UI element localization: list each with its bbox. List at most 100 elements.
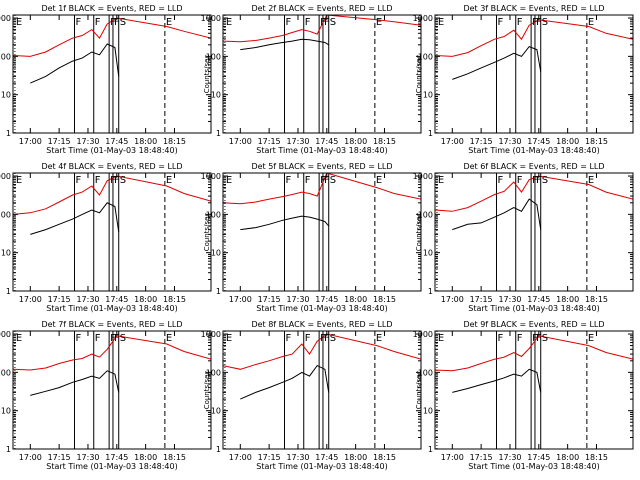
plot-area (435, 173, 633, 291)
marker-label: E (376, 175, 382, 186)
x-tick-label: 17:00 (19, 453, 42, 462)
marker-label: F (114, 17, 120, 28)
y-tick-label: 100 (206, 52, 221, 61)
x-tick-label: 18:15 (373, 295, 396, 304)
x-tick-label: 18:00 (556, 295, 579, 304)
marker-label: F (536, 17, 542, 28)
x-tick-label: 18:15 (585, 453, 608, 462)
y-tick-label: 1 (216, 129, 221, 138)
x-axis-label: Start Time (01-May-03 18:48:40) (256, 304, 387, 313)
marker-label: F (320, 175, 326, 186)
y-tick-label: 10 (211, 407, 221, 416)
marker-label: F (517, 175, 523, 186)
x-tick-label: 17:15 (258, 453, 281, 462)
events-series-line (452, 198, 542, 231)
axes-frame (434, 330, 634, 450)
x-tick-label: 17:00 (441, 295, 464, 304)
marker-label: S (542, 17, 548, 28)
marker-label: F (110, 333, 116, 344)
panel-title: Det 3f BLACK = Events, RED = LLD (463, 4, 604, 13)
axes-frame (12, 14, 212, 134)
y-tick-label: 1 (428, 129, 433, 138)
y-axis-label: Counts/sec (203, 213, 211, 252)
marker-label: F (320, 17, 326, 28)
x-axis-label: Start Time (01-May-03 18:48:40) (468, 146, 599, 155)
marker-label: F (110, 175, 116, 186)
panel-title: Det 8f BLACK = Events, RED = LLD (251, 320, 392, 329)
x-tick-label: 18:00 (134, 453, 157, 462)
x-tick-label: 17:45 (527, 295, 550, 304)
y-tick-label: 1000 (0, 14, 11, 23)
y-tick-label: 1 (428, 287, 433, 296)
lld-series-line (435, 175, 633, 212)
marker-label: F (498, 175, 504, 186)
y-tick-label: 1000 (413, 14, 433, 23)
marker-label: F (320, 333, 326, 344)
events-series-line (240, 364, 330, 400)
x-tick-label: 17:15 (48, 295, 71, 304)
marker-label: F (324, 333, 330, 344)
y-tick-label: 10 (211, 249, 221, 258)
marker-label: F (324, 175, 330, 186)
x-tick-label: 17:30 (76, 453, 99, 462)
x-tick-label: 17:45 (315, 295, 338, 304)
marker-label: F (305, 17, 311, 28)
lld-series-line (435, 335, 633, 372)
marker-label: S (120, 17, 126, 28)
marker-label: F (498, 17, 504, 28)
marker-label: E (166, 17, 172, 28)
events-series-line (452, 45, 542, 80)
axes-frame (222, 172, 422, 292)
y-axis-label: Counts/sec (203, 371, 211, 410)
marker-label: F (532, 333, 538, 344)
x-axis-label: Start Time (01-May-03 18:48:40) (256, 462, 387, 471)
y-tick-label: 1000 (413, 330, 433, 339)
y-tick-label: 10 (423, 91, 433, 100)
x-tick-label: 17:15 (470, 453, 493, 462)
y-tick-label: 100 (418, 368, 433, 377)
y-tick-label: 10 (1, 91, 11, 100)
y-axis-label: Counts/sec (0, 371, 1, 410)
plot-area (435, 15, 633, 133)
lld-series-line (435, 19, 633, 57)
lld-series-line (13, 175, 211, 215)
x-tick-label: 17:30 (498, 453, 521, 462)
marker-label: F (95, 175, 101, 186)
y-tick-label: 100 (0, 210, 11, 219)
y-tick-label: 1000 (201, 14, 221, 23)
x-tick-label: 17:30 (498, 295, 521, 304)
x-tick-label: 18:15 (163, 453, 186, 462)
x-tick-label: 17:15 (48, 453, 71, 462)
x-tick-label: 18:15 (585, 137, 608, 146)
marker-label: F (95, 333, 101, 344)
y-tick-label: 1 (216, 287, 221, 296)
axes-frame (434, 172, 634, 292)
x-axis-label: Start Time (01-May-03 18:48:40) (46, 462, 177, 471)
x-tick-label: 17:00 (229, 453, 252, 462)
y-axis-label: Counts/sec (415, 213, 423, 252)
y-tick-label: 100 (206, 210, 221, 219)
axes-frame (434, 14, 634, 134)
marker-label: F (532, 175, 538, 186)
x-tick-label: 17:15 (258, 137, 281, 146)
y-axis-label: Counts/sec (0, 55, 1, 94)
y-axis-label: Counts/sec (0, 213, 1, 252)
x-tick-label: 17:30 (286, 453, 309, 462)
marker-label: E (588, 17, 594, 28)
marker-label: E (376, 333, 382, 344)
marker-label: S (330, 333, 336, 344)
lld-series-line (223, 333, 421, 370)
marker-label: F (286, 175, 292, 186)
y-tick-label: 1000 (413, 172, 433, 181)
x-tick-label: 17:15 (470, 295, 493, 304)
x-tick-label: 17:45 (105, 453, 128, 462)
x-tick-label: 17:00 (441, 137, 464, 146)
events-series-line (30, 370, 120, 396)
axes-frame (12, 172, 212, 292)
